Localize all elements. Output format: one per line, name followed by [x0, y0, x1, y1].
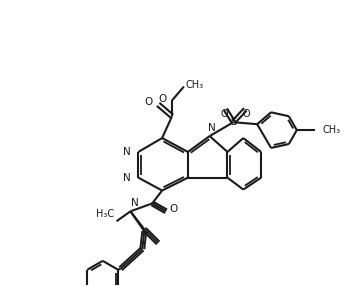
Text: O: O — [144, 98, 152, 108]
Text: O: O — [243, 109, 250, 119]
Text: O: O — [159, 94, 167, 104]
Text: CH₃: CH₃ — [186, 80, 204, 90]
Text: S: S — [230, 117, 237, 127]
Text: N: N — [208, 123, 215, 133]
Text: O: O — [221, 109, 228, 119]
Text: H₃C: H₃C — [96, 209, 114, 219]
Text: N: N — [130, 198, 138, 208]
Text: CH₃: CH₃ — [323, 125, 341, 135]
Text: O: O — [170, 204, 178, 214]
Text: N: N — [123, 173, 130, 183]
Text: N: N — [123, 147, 130, 157]
